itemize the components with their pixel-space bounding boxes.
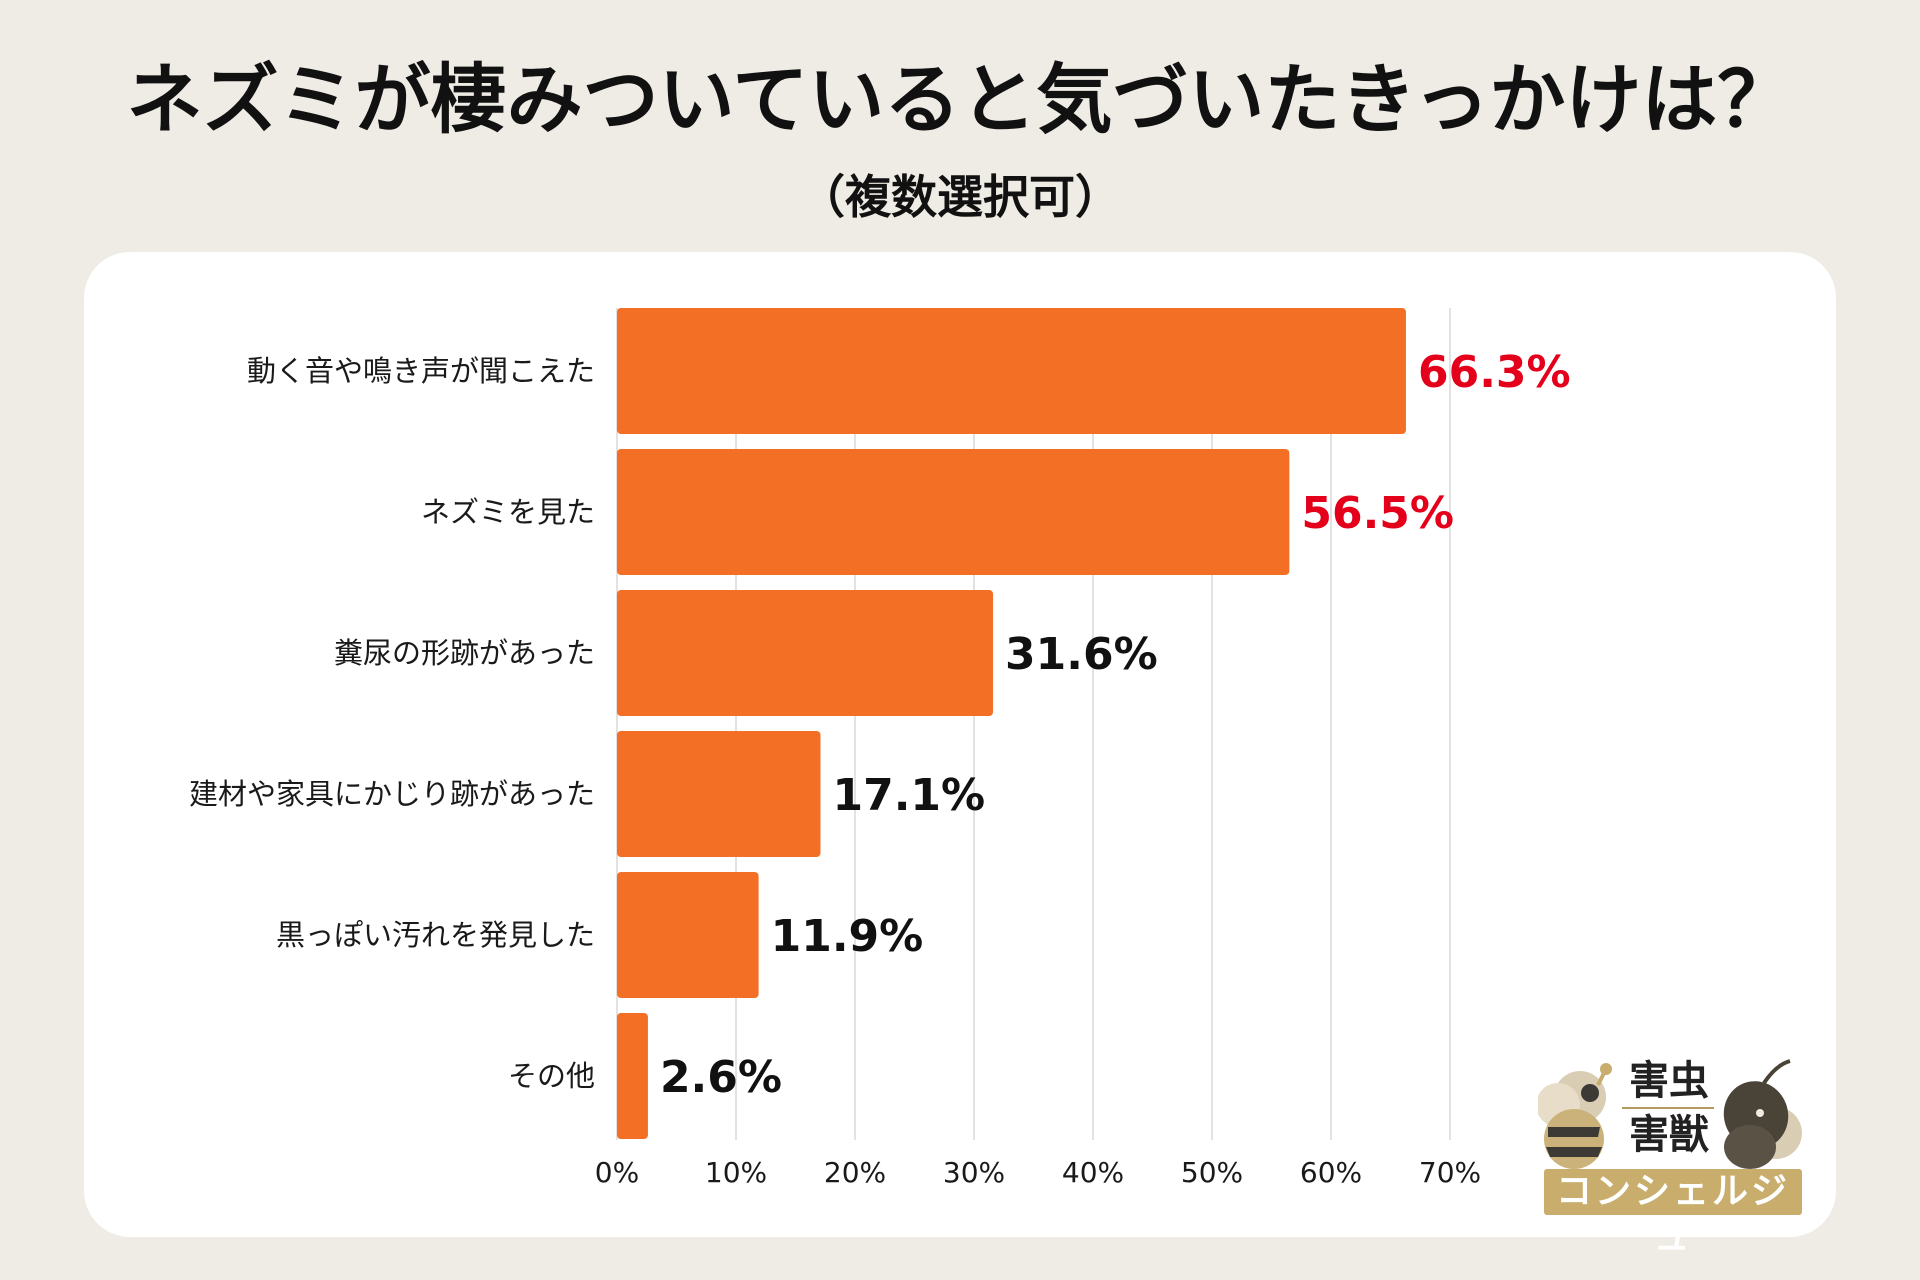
category-label: ネズミを見た [421, 495, 595, 529]
category-label: 黒っぽい汚れを発見した [276, 918, 595, 952]
value-label: 66.3% [1418, 347, 1571, 398]
brand-logo: 害虫 害獣 コンシェルジュ [1538, 1055, 1808, 1258]
value-label: 31.6% [1005, 629, 1158, 680]
value-label: 56.5% [1301, 488, 1454, 539]
x-tick-label: 50% [1181, 1156, 1243, 1189]
value-label: 17.1% [832, 770, 985, 821]
bar [617, 590, 994, 716]
logo-text-pest: 害虫 [1629, 1058, 1709, 1104]
logo-badge: コンシェルジュ [1544, 1169, 1802, 1258]
grid-lines [616, 308, 1451, 1140]
x-tick-label: 0% [595, 1156, 639, 1189]
x-tick-label: 40% [1062, 1156, 1124, 1189]
category-label: 建材や家具にかじり跡があった [189, 777, 595, 811]
bee-icon [1538, 1063, 1612, 1169]
x-tick-label: 60% [1300, 1156, 1362, 1189]
logo-text-vermin: 害獣 [1629, 1112, 1709, 1158]
bar [617, 731, 821, 857]
value-label: 11.9% [771, 911, 924, 962]
x-tick-label: 30% [943, 1156, 1005, 1189]
x-tick-label: 70% [1419, 1156, 1481, 1189]
chart-subtitle: （複数選択可） [799, 170, 1121, 224]
bars [617, 308, 1406, 1139]
category-label: 動く音や鳴き声が聞こえた [247, 354, 595, 388]
value-label: 2.6% [660, 1052, 782, 1103]
bar [617, 308, 1406, 434]
bar [617, 449, 1290, 575]
chart-title: ネズミが棲みついていると気づいたきっかけは？ [126, 55, 1794, 144]
category-label: その他 [508, 1059, 595, 1093]
x-tick-label: 20% [824, 1156, 886, 1189]
bar [617, 1013, 648, 1139]
category-label: 糞尿の形跡があった [334, 636, 595, 670]
bar [617, 872, 759, 998]
mouse-icon [1723, 1059, 1802, 1169]
logo-divider [1622, 1107, 1714, 1109]
labels: 0% 10% 20% 30% 40% 50% 60% 70% 動く音や鳴き声が聞こえた 66.3%… [189, 347, 1571, 1189]
x-tick-label: 10% [705, 1156, 767, 1189]
